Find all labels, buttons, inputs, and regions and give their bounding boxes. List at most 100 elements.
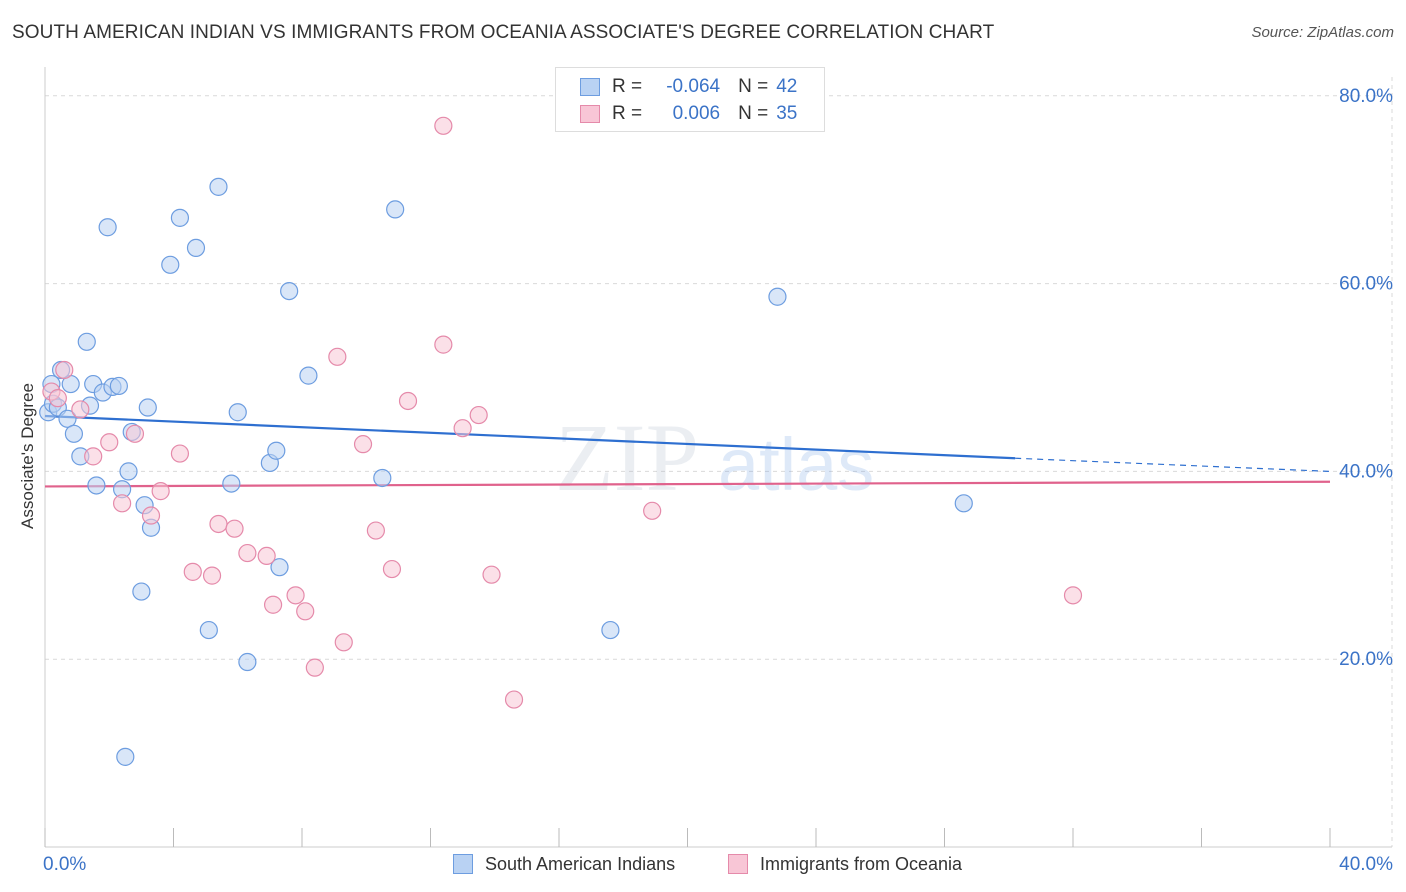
data-point [238,652,257,672]
data-point [469,405,488,425]
data-point [132,582,151,601]
data-point [71,400,90,419]
legend-swatch-pink [728,854,748,874]
n-label: N = [738,76,769,97]
chart-title: SOUTH AMERICAN INDIAN VS IMMIGRANTS FROM… [12,22,995,43]
series-south-american-indians [39,177,973,766]
legend-item-immigrants-from-oceania: Immigrants from Oceania [728,851,962,877]
data-point [434,335,453,354]
stats-legend-row-pink: R = 0.006 N = 35 [556,101,797,127]
axes [44,67,1392,848]
data-point [386,200,405,219]
data-point [170,444,190,463]
data-point [151,482,170,501]
n-label: N = [738,103,769,124]
data-point [98,218,117,237]
data-point [373,468,392,488]
y-tick-label: 40.0% [1339,461,1393,482]
data-point [328,347,347,366]
trend-lines [44,414,1331,488]
legend-item-south-american-indians: South American Indians [453,851,675,877]
data-point [48,389,67,408]
data-point [125,424,145,443]
data-point [263,595,283,614]
data-point [225,519,244,538]
data-point [116,747,135,766]
data-point [1063,586,1083,605]
data-point [382,559,402,579]
data-point [112,494,132,513]
trend-line-blue [44,414,1016,460]
data-point [453,419,472,438]
data-points [39,116,1083,766]
data-point [209,177,228,196]
trend-line-pink [44,480,1331,488]
x-tick-label: 0.0% [43,854,86,875]
data-point [482,565,501,584]
stats-legend-row-blue: R = -0.064 N = 42 [556,74,797,100]
legend-swatch-blue [453,854,473,874]
data-point [141,506,161,525]
n-value: 35 [776,103,798,124]
data-point [222,474,241,493]
data-point [643,501,662,520]
y-axis-title: Associate's Degree [18,383,37,529]
data-point [366,521,385,540]
data-point [398,391,418,411]
blue-swatch [580,78,600,96]
watermark-atlas: atlas [718,423,874,506]
data-point [58,409,77,428]
data-point [199,620,218,640]
data-point [267,441,286,460]
data-point [334,633,353,652]
r-label: R = [612,103,643,124]
legend-label: Immigrants from Oceania [760,853,963,874]
data-point [280,281,299,301]
data-point [109,376,128,396]
series-immigrants-from-oceania [42,116,1083,709]
y-tick-label: 60.0% [1339,274,1393,295]
data-point [77,332,96,351]
watermark-zip: ZIP [555,404,699,511]
data-point [84,447,103,466]
legend-label: South American Indians [485,853,676,874]
watermark: ZIP atlas [555,404,874,511]
n-value: 42 [776,76,798,97]
x-tick-label: 40.0% [1339,854,1393,875]
data-point [504,690,524,709]
data-point [954,494,973,513]
data-point [257,546,276,566]
y-tick-label: 20.0% [1339,649,1393,670]
data-point [64,424,84,443]
r-label: R = [612,76,643,97]
data-point [768,287,787,306]
data-point [183,562,202,581]
data-point [270,558,289,577]
data-point [209,514,228,534]
y-tick-label: 80.0% [1339,86,1393,107]
data-point [601,620,620,640]
data-point [202,566,222,585]
r-value: -0.064 [666,76,721,97]
data-point [353,435,373,454]
data-point [170,208,190,227]
data-point [238,543,257,563]
trend-line-blue-extension [1015,457,1331,472]
data-point [286,586,305,605]
data-point [299,366,318,385]
r-value: 0.006 [672,103,721,124]
tick-labels: 20.0% 40.0% 60.0% 80.0% 0.0% 40.0% [43,86,1393,875]
data-point [87,476,106,495]
data-point [228,403,247,422]
data-point [296,602,315,621]
source-credit: Source: ZipAtlas.com [1251,24,1394,41]
data-point [305,658,324,677]
data-point [434,116,453,135]
data-point [186,238,206,258]
data-point [100,433,119,452]
data-point [119,462,138,481]
data-point [161,255,180,274]
stats-legend: R = -0.064 N = 42 R = 0.006 N = 35 [555,67,825,132]
data-point [138,398,157,417]
